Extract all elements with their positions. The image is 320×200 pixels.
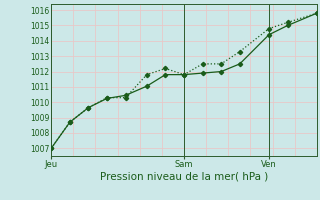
X-axis label: Pression niveau de la mer( hPa ): Pression niveau de la mer( hPa ) <box>100 172 268 182</box>
